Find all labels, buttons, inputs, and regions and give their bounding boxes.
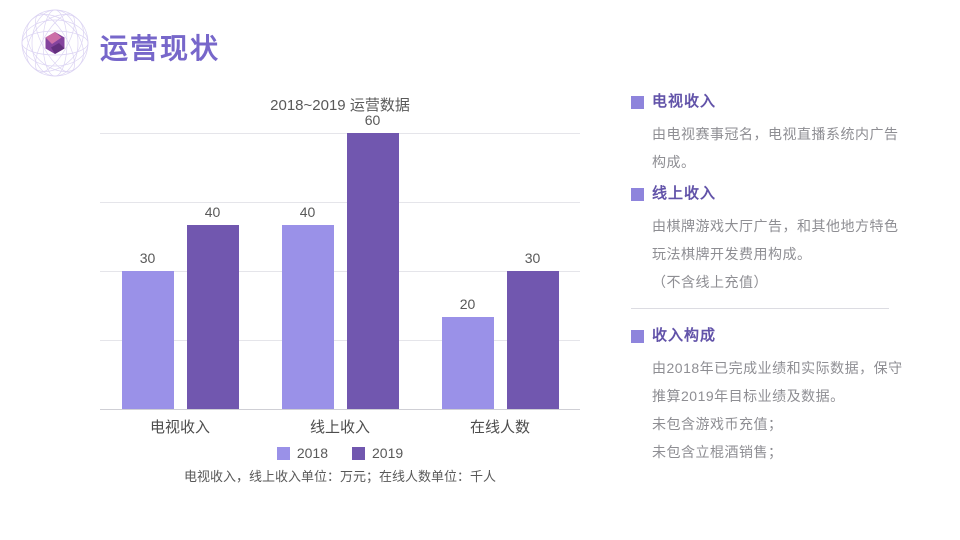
bar-group: 30 40 (100, 133, 260, 409)
chart-units-caption: 电视收入，线上收入单位：万元；在线人数单位：千人 (183, 469, 496, 484)
gridline (100, 202, 580, 203)
bar-value-label: 30 (524, 250, 541, 266)
square-bullet-icon (631, 329, 644, 343)
panel-section: 电视收入由电视赛事冠名，电视直播系统内广告 构成。 (631, 92, 909, 176)
panel-section: 收入构成由2018年已完成业绩和实际数据，保守 推算2019年目标业绩及数据。 未包… (631, 326, 909, 466)
legend-label: 2019 (372, 445, 404, 461)
category-label: 线上收入 (309, 419, 370, 436)
chart-title: 2018~2019 运营数据 (270, 97, 410, 114)
bar-group: 40 60 (260, 112, 420, 409)
divider (631, 308, 889, 309)
square-bullet-icon (631, 187, 644, 201)
x-axis-category-labels: 电视收入 线上收入 在线人数 (100, 416, 580, 437)
square-bullet-icon (631, 95, 644, 109)
bar-group: 20 30 (420, 133, 580, 409)
x-axis-line (100, 409, 580, 410)
bar-2019: 40 (186, 204, 239, 409)
legend-item: 2019 (352, 445, 403, 461)
gem-hexagon-icon (45, 32, 65, 54)
body-line: 由2018年已完成业绩和实际数据，保守 (652, 360, 903, 376)
plot-area: 30 40 40 60 20 30 (100, 112, 580, 410)
sphere-logo-icon (21, 9, 89, 77)
gridline (100, 340, 580, 341)
section-title: 电视收入 (652, 93, 717, 110)
chart-legend: 2018 2019 (100, 445, 580, 461)
bar-value-label: 30 (139, 250, 156, 266)
body-line: （不含线上充值） (652, 274, 768, 290)
bar-groups: 30 40 40 60 20 30 (100, 112, 580, 409)
body-line: 推算2019年目标业绩及数据。 (652, 388, 845, 404)
panel-section: 线上收入由棋牌游戏大厅广告，和其他地方特色 玩法棋牌开发费用构成。 （不含线上充值） (631, 184, 909, 296)
body-line: 未包含立棍酒销售； (652, 444, 783, 460)
section-heading-row: 电视收入 (631, 92, 909, 112)
page-title: 运营现状 (100, 33, 221, 64)
body-line: 由电视赛事冠名，电视直播系统内广告 (652, 126, 899, 142)
section-body: 由2018年已完成业绩和实际数据，保守 推算2019年目标业绩及数据。 未包含游戏币… (631, 354, 909, 466)
legend-swatch-icon (352, 446, 365, 460)
body-line: 构成。 (652, 154, 696, 170)
legend-swatch-icon (276, 446, 290, 460)
section-body: 由棋牌游戏大厅广告，和其他地方特色 玩法棋牌开发费用构成。 （不含线上充值） (631, 212, 909, 296)
legend-item: 2018 (276, 445, 328, 461)
gridline (100, 133, 580, 134)
section-heading-row: 收入构成 (631, 326, 909, 346)
body-line: 玩法棋牌开发费用构成。 (652, 246, 812, 262)
bar-2018: 20 (441, 296, 494, 409)
category-label: 电视收入 (149, 419, 210, 436)
category-label: 在线人数 (469, 419, 530, 436)
section-body: 由电视赛事冠名，电视直播系统内广告 构成。 (631, 120, 909, 176)
bar-value-label: 40 (299, 204, 316, 220)
bar-2019: 60 (346, 112, 399, 409)
bar-value-label: 60 (364, 112, 381, 128)
bar-value-label: 20 (459, 296, 476, 312)
body-line: 未包含游戏币充值； (652, 416, 783, 432)
bar-2018: 40 (281, 204, 334, 409)
body-line: 由棋牌游戏大厅广告，和其他地方特色 (652, 218, 899, 234)
bar-2019: 30 (506, 250, 559, 409)
gridline (100, 271, 580, 272)
info-panel: 电视收入由电视赛事冠名，电视直播系统内广告 构成。线上收入由棋牌游戏大厅广告，和其… (631, 92, 909, 474)
bar-2018: 30 (121, 250, 174, 409)
legend-label: 2018 (296, 445, 328, 461)
section-heading-row: 线上收入 (631, 184, 909, 204)
section-title: 线上收入 (652, 185, 717, 202)
section-title: 收入构成 (652, 327, 717, 344)
bar-value-label: 40 (204, 204, 221, 220)
